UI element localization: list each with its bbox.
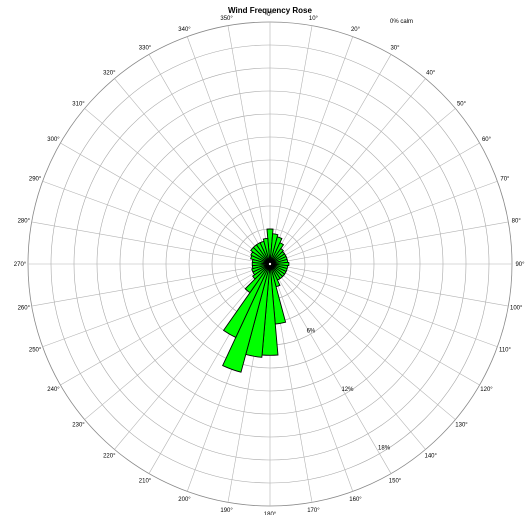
- direction-label-60: 60°: [482, 137, 492, 143]
- grid-spoke: [273, 275, 354, 492]
- grid-spoke: [281, 221, 509, 263]
- wedge-350: [262, 237, 271, 263]
- grid-spoke: [278, 108, 456, 257]
- direction-label-30: 30°: [390, 45, 400, 51]
- grid-spoke: [227, 25, 269, 253]
- direction-label-170: 170°: [307, 508, 320, 514]
- grid-spoke: [31, 265, 259, 307]
- direction-label-10: 10°: [309, 16, 319, 22]
- grid-spoke: [277, 272, 426, 450]
- direction-label-50: 50°: [457, 101, 467, 107]
- grid-spoke: [275, 54, 392, 254]
- direction-label-210: 210°: [139, 479, 152, 485]
- grid-spoke: [281, 180, 498, 261]
- frequency-wedges: [222, 228, 290, 373]
- direction-label-80: 80°: [512, 219, 522, 225]
- direction-label-190: 190°: [220, 508, 233, 514]
- grid-spoke: [186, 36, 267, 253]
- direction-label-140: 140°: [424, 454, 437, 460]
- calm-label: 0% calm: [390, 19, 413, 25]
- direction-label-240: 240°: [47, 387, 60, 393]
- grid-spoke: [114, 78, 263, 256]
- grid-spoke: [42, 180, 259, 261]
- grid-spoke: [114, 272, 263, 450]
- direction-label-320: 320°: [103, 70, 116, 76]
- grid-spoke: [84, 108, 262, 257]
- direction-label-220: 220°: [103, 454, 116, 460]
- grid-spoke: [60, 142, 260, 259]
- chart-title: Wind Frequency Rose: [228, 6, 312, 15]
- radial-label: 6%: [307, 329, 316, 335]
- direction-label-200: 200°: [178, 497, 191, 503]
- direction-label-40: 40°: [426, 70, 436, 76]
- direction-label-230: 230°: [72, 423, 85, 429]
- grid-spoke: [277, 78, 426, 256]
- direction-label-250: 250°: [29, 348, 42, 354]
- direction-label-110: 110°: [499, 348, 512, 354]
- wedge-210: [222, 264, 270, 339]
- direction-label-310: 310°: [72, 101, 85, 107]
- direction-label-330: 330°: [139, 45, 152, 51]
- direction-label-150: 150°: [389, 479, 402, 485]
- direction-label-0: 0°: [267, 12, 273, 18]
- grid-spoke: [60, 269, 260, 386]
- grid-spoke: [273, 36, 354, 253]
- grid-spoke: [281, 267, 498, 348]
- direction-label-160: 160°: [349, 497, 362, 503]
- direction-label-70: 70°: [500, 176, 510, 182]
- direction-label-300: 300°: [47, 137, 60, 143]
- direction-label-130: 130°: [455, 423, 468, 429]
- grid: [27, 21, 513, 507]
- radial-label: 12%: [341, 387, 354, 393]
- direction-label-290: 290°: [29, 176, 42, 182]
- radial-label: 18%: [378, 446, 391, 452]
- direction-label-350: 350°: [220, 16, 233, 22]
- direction-label-180: 180°: [264, 512, 277, 515]
- radial-labels: 6% 12% 18%: [307, 329, 391, 452]
- direction-label-280: 280°: [18, 219, 31, 225]
- grid-spoke: [280, 142, 480, 259]
- grid-spoke: [278, 271, 456, 420]
- direction-label-100: 100°: [510, 305, 523, 311]
- grid-spoke: [42, 267, 259, 348]
- direction-label-90: 90°: [515, 262, 525, 268]
- direction-label-120: 120°: [480, 387, 493, 393]
- grid-spoke: [148, 54, 265, 254]
- direction-labels: 0° 10° 20° 30° 40° 50° 60° 70° 80° 90° 100° 110° 120…: [14, 12, 525, 515]
- grid-spoke: [31, 221, 259, 263]
- grid-spoke: [84, 271, 262, 420]
- direction-label-20: 20°: [351, 27, 361, 33]
- direction-label-270: 270°: [14, 262, 27, 268]
- grid-spoke: [280, 269, 480, 386]
- grid-spoke: [281, 265, 509, 307]
- direction-label-340: 340°: [178, 27, 191, 33]
- grid-spoke: [271, 25, 313, 253]
- direction-label-260: 260°: [18, 305, 31, 311]
- grid-spoke: [275, 274, 392, 474]
